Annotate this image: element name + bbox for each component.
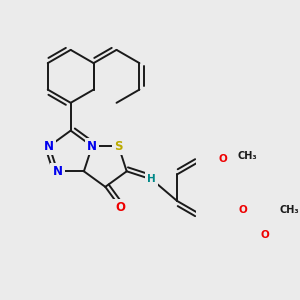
Text: CH₃: CH₃ — [280, 205, 299, 215]
Text: N: N — [52, 165, 62, 178]
Text: N: N — [87, 140, 97, 153]
Text: N: N — [44, 140, 54, 153]
Text: H: H — [148, 175, 156, 184]
Text: O: O — [218, 154, 227, 164]
Text: S: S — [114, 140, 123, 153]
Text: CH₃: CH₃ — [237, 151, 257, 161]
Text: O: O — [115, 201, 125, 214]
Text: O: O — [261, 230, 270, 240]
Text: O: O — [238, 205, 247, 215]
